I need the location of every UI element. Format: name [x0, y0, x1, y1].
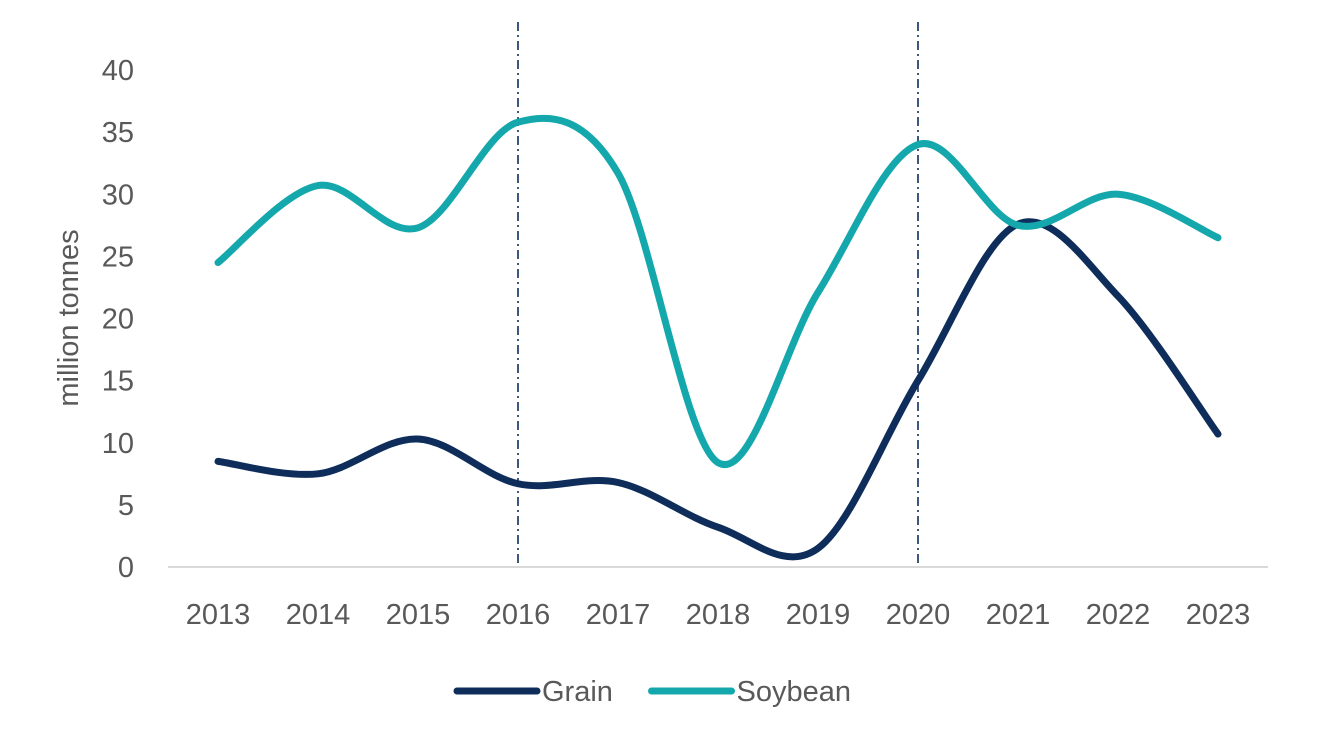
y-tick-label: 25: [102, 241, 134, 273]
y-tick-label: 30: [102, 179, 134, 211]
x-axis-tick-labels: 2013 2014 2015 2016 2017 2018 2019 2020 2021 2022…: [186, 599, 1251, 631]
y-tick-label: 15: [102, 366, 134, 398]
legend: Grain Soybean: [453, 676, 852, 708]
x-tick-label: 2021: [986, 599, 1051, 631]
x-tick-label: 2018: [686, 599, 751, 631]
y-axis-title: million tonnes: [53, 229, 85, 406]
y-tick-label: 35: [102, 117, 134, 149]
y-tick-label: 10: [102, 428, 134, 460]
x-tick-label: 2022: [1086, 599, 1151, 631]
legend-label-soybean: Soybean: [737, 676, 852, 708]
y-tick-label: 20: [102, 304, 134, 336]
series-line-grain: [214, 218, 1222, 561]
y-tick-label: 5: [118, 490, 134, 522]
x-tick-label: 2015: [386, 599, 451, 631]
x-tick-label: 2016: [486, 599, 551, 631]
y-tick-label: 0: [118, 552, 134, 584]
y-axis-tick-labels: 0 5 10 15 20 25 30 35 40: [102, 55, 134, 584]
x-tick-label: 2014: [286, 599, 351, 631]
x-tick-label: 2019: [786, 599, 851, 631]
legend-label-grain: Grain: [542, 676, 613, 708]
series-lines: [214, 114, 1222, 561]
x-tick-label: 2020: [886, 599, 951, 631]
x-tick-label: 2023: [1186, 599, 1251, 631]
reference-lines: [517, 22, 919, 567]
y-tick-label: 40: [102, 55, 134, 87]
x-tick-label: 2013: [186, 599, 251, 631]
x-tick-label: 2017: [586, 599, 651, 631]
series-line-soybean: [214, 114, 1222, 468]
